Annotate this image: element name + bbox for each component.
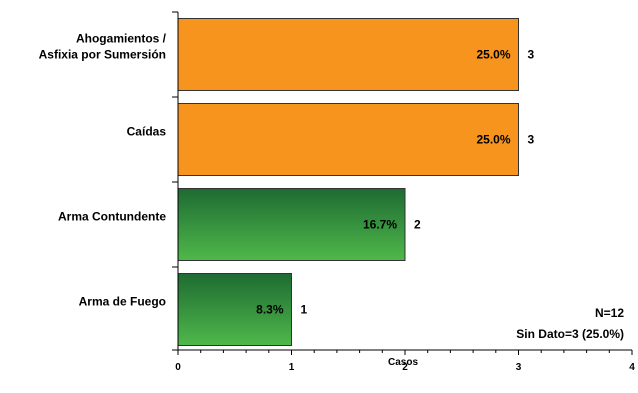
x-tick-label-3: 3 <box>516 362 522 373</box>
category-labels: Ahogamientos / Asfixia por Sumersión Caída… <box>39 32 167 309</box>
percent-label-3: 8.3% <box>256 303 284 317</box>
percent-label-0: 25.0% <box>476 48 510 62</box>
category-label-0: Ahogamientos / Asfixia por Sumersión <box>39 32 167 62</box>
x-tick-label-0: 0 <box>175 362 181 373</box>
category-label-2: Arma Contundente <box>58 210 166 224</box>
x-axis-title: Casos <box>388 357 418 368</box>
n-note: N=12 <box>595 306 624 320</box>
bars-group: 25.0% 3 25.0% 3 16.7% 2 8.3% 1 <box>177 18 535 346</box>
x-tick-label-1: 1 <box>289 362 295 373</box>
value-label-0: 3 <box>528 48 535 62</box>
bar-1 <box>177 103 519 176</box>
axes-group: 0 1 2 3 4 <box>172 11 635 373</box>
x-tick-label-2: 2 <box>402 362 408 373</box>
category-label-3: Arma de Fuego <box>79 295 166 309</box>
value-label-3: 1 <box>301 303 308 317</box>
percent-label-1: 25.0% <box>476 133 510 147</box>
x-tick-label-4: 4 <box>629 362 635 373</box>
bar-3 <box>177 273 292 346</box>
value-label-1: 3 <box>528 133 535 147</box>
value-label-2: 2 <box>414 218 421 232</box>
bar-2 <box>177 188 406 261</box>
bar-0 <box>177 18 519 91</box>
percent-label-2: 16.7% <box>363 218 397 232</box>
category-label-1: Caídas <box>127 125 167 139</box>
sin-dato-note: Sin Dato=3 (25.0%) <box>516 327 624 341</box>
